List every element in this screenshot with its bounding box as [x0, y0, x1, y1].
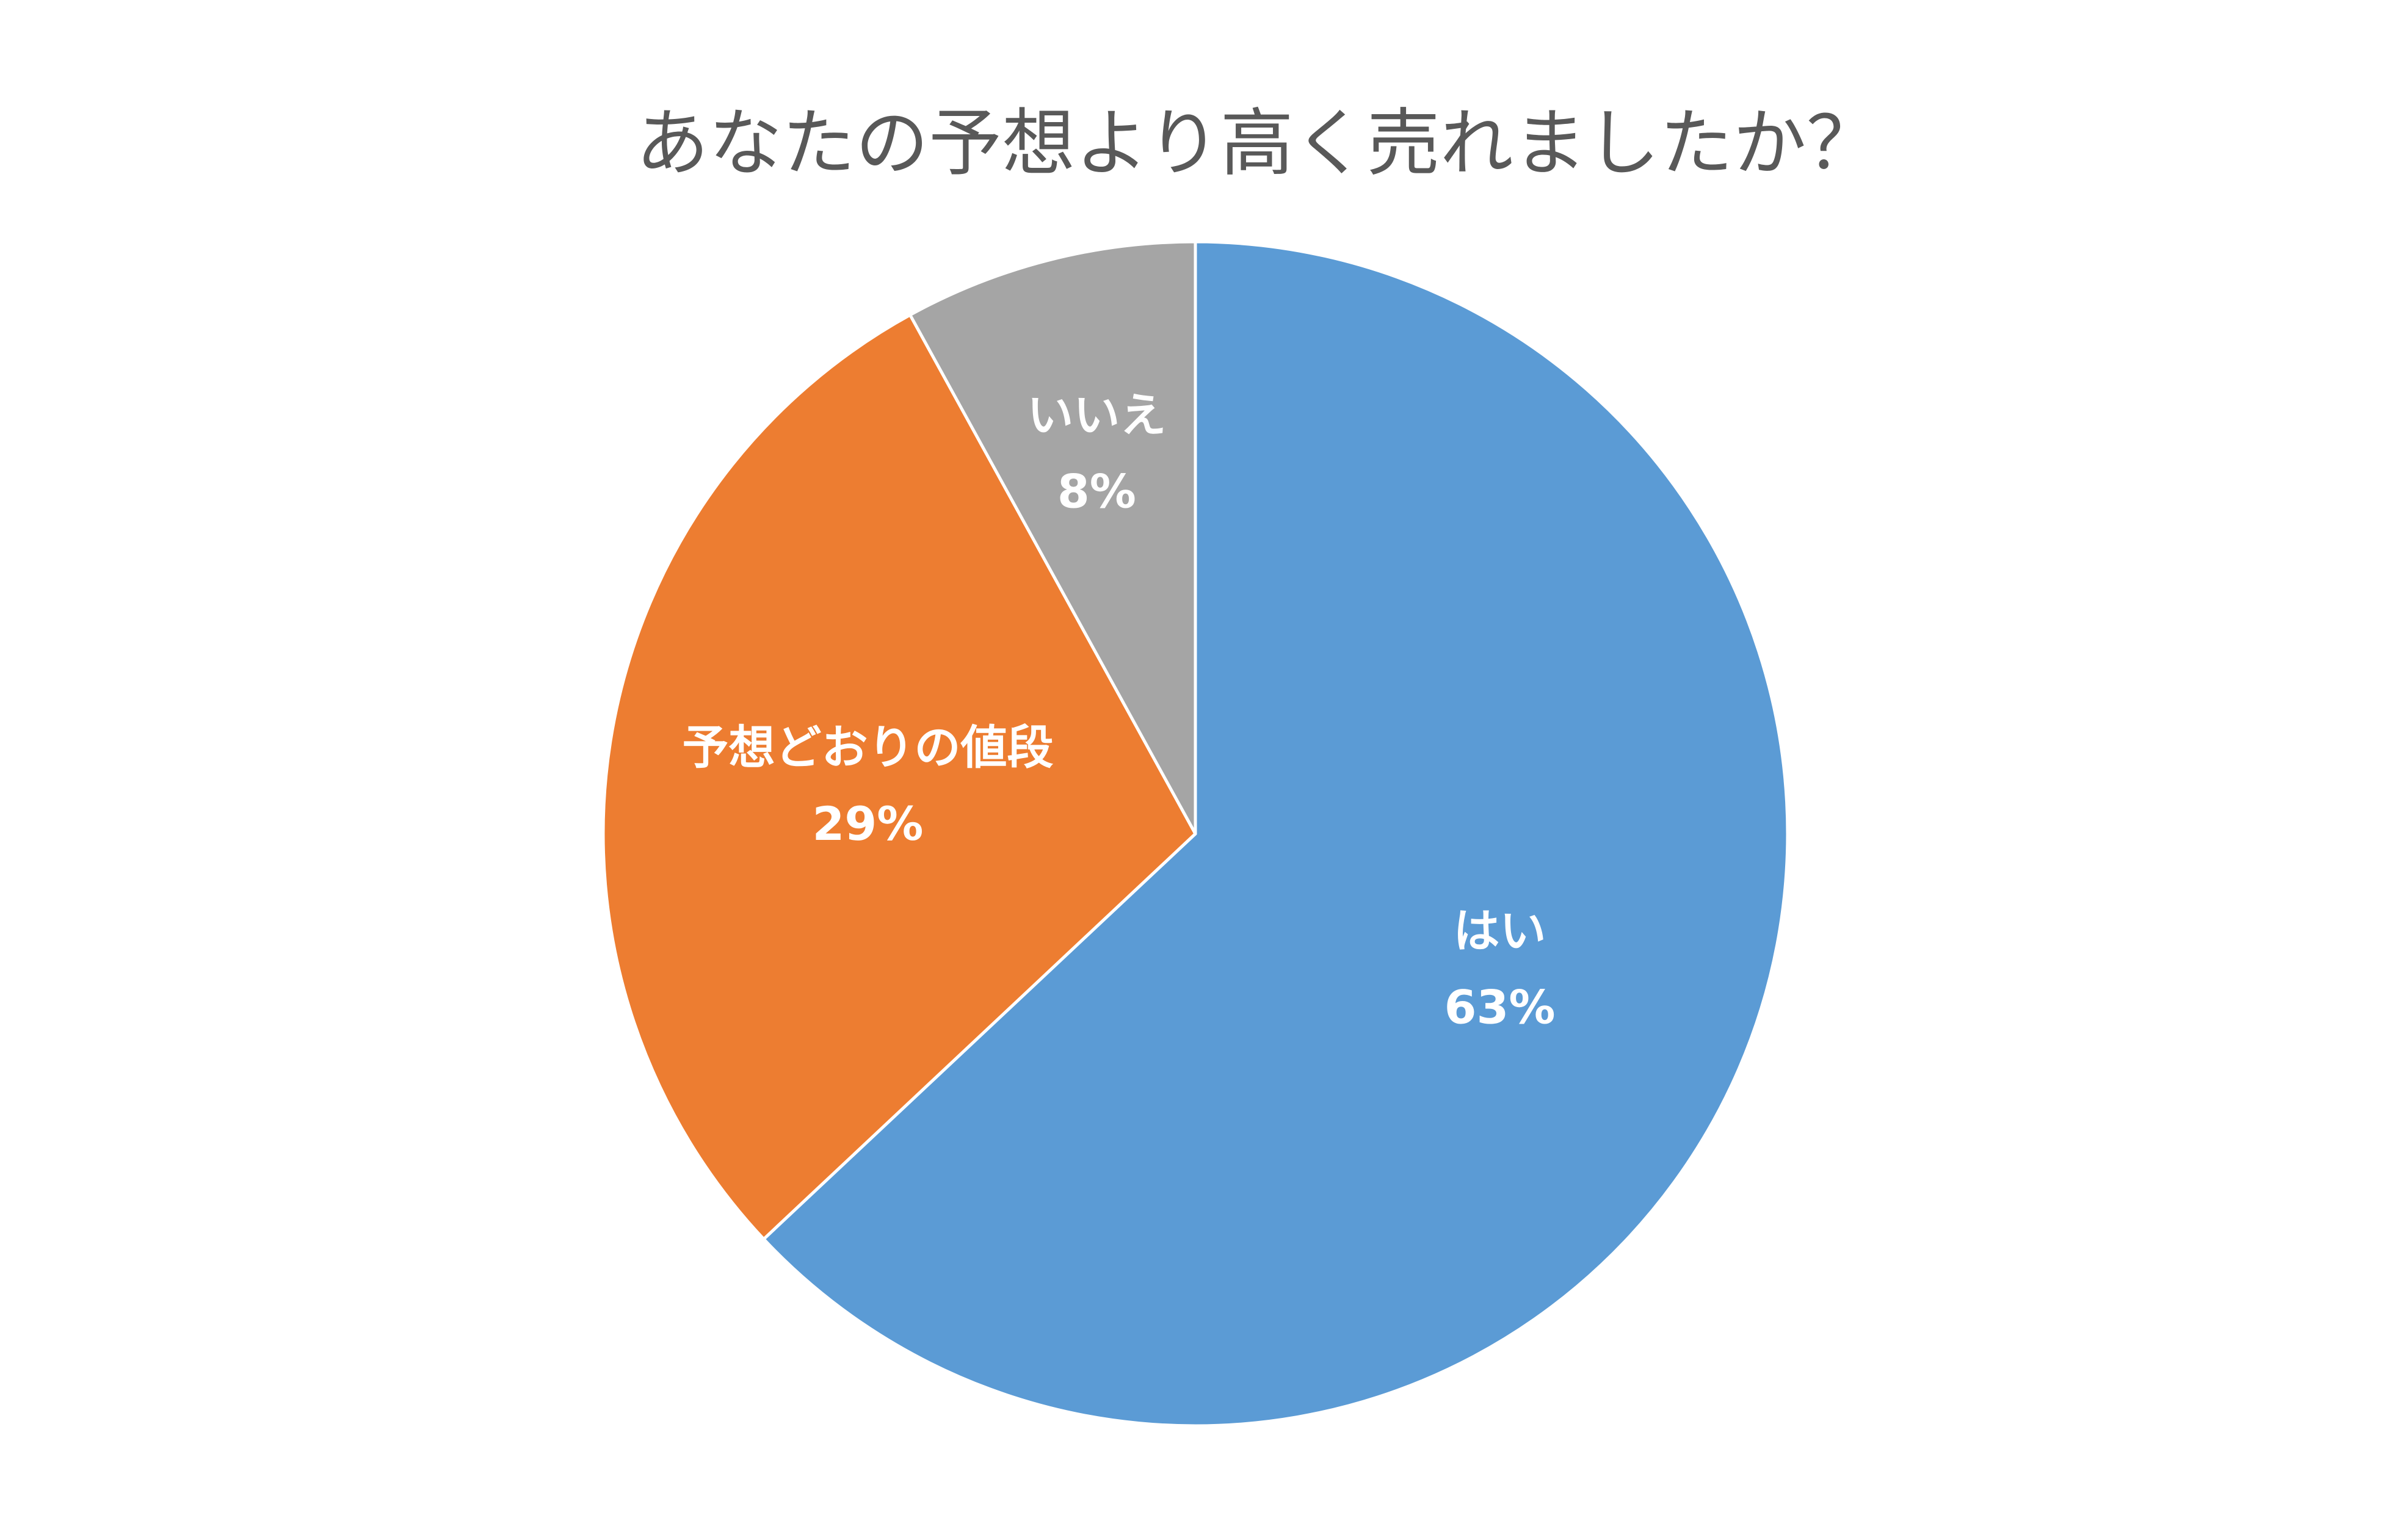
slice-label-no: いいえ [1027, 388, 1166, 443]
slice-value-yes: 63% [1444, 980, 1556, 1035]
slice-value-as-expected: 29% [813, 797, 924, 851]
chart-title: あなたの予想より高く売れましたか？ [636, 101, 1880, 186]
pie-slice-no [908, 240, 1197, 836]
slice-label-as-expected: 予想どおりの値段 [682, 720, 1053, 775]
pie-slices [601, 240, 1789, 1428]
slice-label-yes: はい [1454, 904, 1546, 958]
slice-value-no: 8% [1057, 465, 1136, 519]
pie-slice-as-expected [601, 313, 1197, 1241]
slice-labels: はい 63% 予想どおりの値段 29% いいえ 8% [682, 388, 1555, 1035]
pie-slice-yes [762, 240, 1789, 1428]
